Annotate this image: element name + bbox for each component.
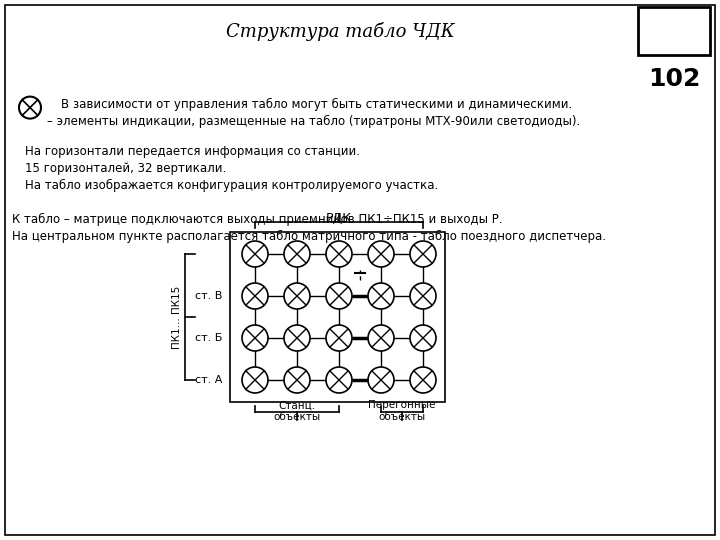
Circle shape — [410, 283, 436, 309]
Bar — [638, 7, 710, 55]
Circle shape — [326, 325, 352, 351]
Circle shape — [284, 367, 310, 393]
Text: На центральном пункте располагается табло матричного типа - табло поездного дисп: На центральном пункте располагается табл… — [12, 230, 606, 243]
Text: На табло изображается конфигурация контролируемого участка.: На табло изображается конфигурация контр… — [25, 179, 438, 192]
Circle shape — [242, 241, 268, 267]
Circle shape — [284, 283, 310, 309]
Text: В зависимости от управления табло могут быть статическими и динамическими.: В зависимости от управления табло могут … — [61, 98, 572, 111]
Circle shape — [284, 325, 310, 351]
Circle shape — [326, 283, 352, 309]
Circle shape — [326, 367, 352, 393]
Circle shape — [410, 325, 436, 351]
Text: ст. А: ст. А — [194, 375, 222, 385]
Circle shape — [242, 325, 268, 351]
Circle shape — [410, 241, 436, 267]
Text: ПК1... ПК15: ПК1... ПК15 — [172, 285, 182, 349]
Circle shape — [19, 97, 41, 119]
Circle shape — [410, 367, 436, 393]
Text: К табло – матрице подключаются выходы приемников ПК1÷ПК15 и выходы Р.: К табло – матрице подключаются выходы пр… — [12, 213, 503, 226]
Circle shape — [368, 367, 394, 393]
Circle shape — [284, 241, 310, 267]
Text: РДК: РДК — [326, 212, 352, 225]
Text: ст. Б: ст. Б — [194, 333, 222, 343]
Bar — [230, 232, 445, 402]
Circle shape — [368, 241, 394, 267]
Text: ст. В: ст. В — [194, 291, 222, 301]
Circle shape — [368, 283, 394, 309]
Text: Перегонные
объекты: Перегонные объекты — [369, 400, 436, 422]
Circle shape — [368, 325, 394, 351]
Text: – элементы индикации, размещенные на табло (тиратроны МТХ-90или светодиоды).: – элементы индикации, размещенные на таб… — [47, 115, 580, 129]
Text: Структура табло ЧДК: Структура табло ЧДК — [225, 22, 454, 41]
Text: Станц.
объекты: Станц. объекты — [274, 400, 320, 422]
Circle shape — [242, 367, 268, 393]
Circle shape — [242, 283, 268, 309]
Text: 15 горизонталей, 32 вертикали.: 15 горизонталей, 32 вертикали. — [25, 162, 226, 175]
Text: На горизонтали передается информация со станции.: На горизонтали передается информация со … — [25, 145, 360, 158]
Circle shape — [326, 241, 352, 267]
Text: 102: 102 — [648, 67, 700, 91]
